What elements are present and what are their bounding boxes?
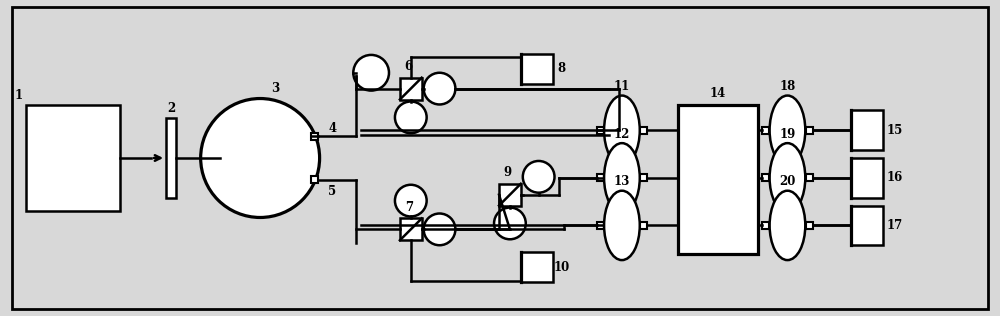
Bar	[640, 127, 647, 134]
Text: 19: 19	[779, 128, 796, 141]
Text: 5: 5	[328, 185, 337, 198]
Circle shape	[494, 208, 526, 239]
Text: 3: 3	[271, 82, 279, 95]
Text: 14: 14	[710, 87, 726, 100]
Bar	[597, 174, 604, 181]
Text: 9: 9	[504, 166, 512, 179]
Text: 2: 2	[167, 102, 175, 115]
Bar	[806, 174, 813, 181]
Ellipse shape	[604, 143, 640, 213]
Bar	[400, 218, 422, 240]
Ellipse shape	[604, 191, 640, 260]
Text: 12: 12	[614, 128, 630, 141]
Bar	[678, 106, 758, 254]
Bar	[762, 174, 769, 181]
Circle shape	[395, 185, 427, 216]
Bar	[311, 176, 318, 183]
Circle shape	[424, 73, 455, 105]
Bar	[806, 127, 813, 134]
Text: 6: 6	[405, 60, 413, 73]
Bar	[762, 127, 769, 134]
Circle shape	[353, 55, 389, 91]
Bar	[762, 222, 769, 229]
Text: 1: 1	[14, 89, 22, 102]
Bar	[400, 78, 422, 100]
Circle shape	[201, 99, 320, 217]
Ellipse shape	[604, 95, 640, 165]
Bar	[26, 106, 120, 210]
Circle shape	[424, 214, 455, 245]
Text: 7: 7	[405, 201, 413, 214]
Bar	[521, 252, 553, 282]
Text: 11: 11	[614, 80, 630, 93]
Bar	[640, 222, 647, 229]
Ellipse shape	[770, 191, 805, 260]
Bar	[806, 222, 813, 229]
Bar	[640, 174, 647, 181]
Ellipse shape	[770, 143, 805, 213]
Bar	[499, 184, 521, 206]
Text: 16: 16	[886, 171, 903, 184]
Bar	[597, 222, 604, 229]
Bar	[851, 110, 883, 150]
Text: 10: 10	[553, 260, 570, 274]
Bar	[597, 127, 604, 134]
Bar	[851, 158, 883, 198]
Text: 8: 8	[557, 62, 566, 75]
Text: 20: 20	[779, 175, 796, 188]
Circle shape	[523, 161, 555, 193]
Text: 13: 13	[614, 175, 630, 188]
Bar	[311, 133, 318, 140]
Circle shape	[395, 101, 427, 133]
Ellipse shape	[770, 95, 805, 165]
Text: 4: 4	[328, 122, 337, 135]
Bar	[851, 206, 883, 245]
Text: 17: 17	[886, 219, 903, 232]
Text: 18: 18	[779, 80, 796, 93]
Bar	[521, 54, 553, 84]
Bar	[166, 118, 176, 198]
Text: 15: 15	[886, 124, 903, 137]
